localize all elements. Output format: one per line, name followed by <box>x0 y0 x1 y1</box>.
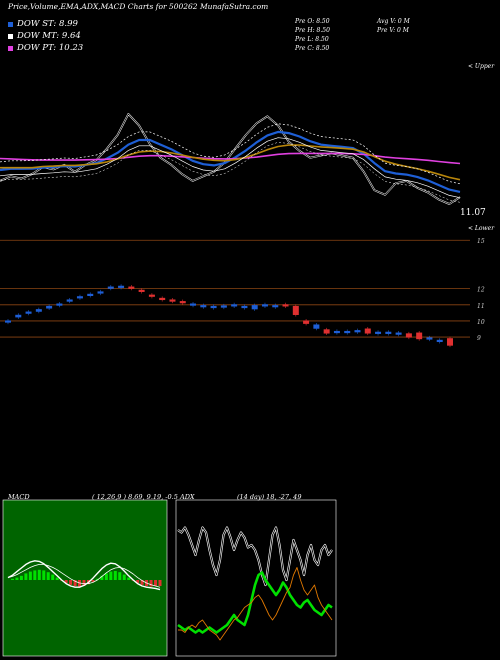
macd-hist-bar <box>136 580 140 583</box>
macd-hist-bar <box>28 571 32 580</box>
macd-hist-bar <box>113 571 117 580</box>
last-price-label: 11.07 <box>460 208 486 218</box>
legend-pt-label: DOW PT: 10.23 <box>17 43 84 53</box>
macd-hist-bar <box>118 572 122 580</box>
avg-volume: Avg V: 0 M <box>377 18 410 25</box>
adx-di-line-1 <box>177 571 333 634</box>
macd-hist-bar <box>140 580 144 585</box>
legend-st-label: DOW ST: 8.99 <box>17 19 78 29</box>
price-tick-label-3: 10 <box>477 319 485 326</box>
pre-open: Pre O: 8.50 <box>295 18 330 25</box>
ema-line-2 <box>0 152 461 165</box>
legend-mt: DOW MT: 9.64 <box>8 31 81 41</box>
macd-hist-bar <box>64 580 68 583</box>
legend-mt-swatch <box>8 33 13 39</box>
macd-hist-bar <box>154 580 158 586</box>
ema-line-3 <box>0 144 461 181</box>
macd-hist-bar <box>33 570 37 580</box>
macd-hist-bar <box>109 571 113 580</box>
macd-params: ( 12,26,9 ) 8.69, 9.19, -0.5 <box>92 493 178 501</box>
lower-band-label: < Lower <box>468 225 495 232</box>
legend-st: DOW ST: 8.99 <box>8 19 78 29</box>
macd-hist-bar <box>51 574 55 580</box>
chart-title: Price,Volume,EMA,ADX,MACD Charts for 500… <box>8 2 269 11</box>
macd-panel-bg <box>2 499 168 657</box>
pre-close: Pre C: 8.50 <box>295 45 330 52</box>
pre-high: Pre H: 8.50 <box>295 27 330 34</box>
macd-hist-bar <box>37 569 41 580</box>
legend-st-swatch <box>8 21 13 27</box>
adx-panel-bg <box>175 499 337 657</box>
ema-envelope-lower <box>0 137 461 199</box>
macd-title: MACD <box>8 493 30 501</box>
adx-line-inner <box>177 527 333 586</box>
macd-line <box>7 560 161 591</box>
pre-volume: Pre V: 0 M <box>377 27 409 34</box>
adx-title: ADX <box>180 493 195 501</box>
macd-hist-bar <box>127 577 131 580</box>
macd-hist-bar <box>95 578 99 580</box>
macd-hist-bar <box>91 580 95 582</box>
macd-hist-bar <box>73 580 77 586</box>
macd-signal-line <box>7 564 161 588</box>
ema-envelope-lower2 <box>0 142 461 203</box>
legend-pt: DOW PT: 10.23 <box>8 43 83 53</box>
pre-low: Pre L: 8.50 <box>295 36 329 43</box>
macd-hist-bar <box>82 580 86 586</box>
ema-envelope-upper <box>0 123 461 185</box>
macd-hist-bar <box>10 578 14 580</box>
macd-hist-bar <box>19 575 23 580</box>
upper-band-label: < Upper <box>468 63 495 70</box>
price-tick-label-4: 9 <box>477 335 481 342</box>
price-inner-0 <box>0 113 461 205</box>
macd-hist-bar <box>158 580 162 586</box>
macd-hist-bar <box>46 572 50 580</box>
legend-pt-swatch <box>8 45 13 51</box>
macd-hist-bar <box>42 570 46 580</box>
macd-hist-bar <box>15 577 19 580</box>
macd-hist-bar <box>149 580 153 587</box>
price-tick-label-1: 12 <box>477 287 485 294</box>
adx-di-line-2 <box>178 567 333 641</box>
price-tick-label-0: 15 <box>477 238 485 245</box>
adx-params: (14 day) 18, -27, 49 <box>237 493 302 501</box>
macd-hist-bar <box>104 573 108 580</box>
legend-mt-label: DOW MT: 9.64 <box>17 31 81 41</box>
macd-hist-bar <box>100 575 104 580</box>
macd-hist-bar <box>55 577 59 580</box>
macd-hist-bar <box>24 573 28 580</box>
macd-hist-bar <box>69 580 73 585</box>
macd-hist-bar <box>122 574 126 580</box>
price-tick-label-2: 11 <box>477 303 485 310</box>
ema-line-1 <box>0 130 461 193</box>
